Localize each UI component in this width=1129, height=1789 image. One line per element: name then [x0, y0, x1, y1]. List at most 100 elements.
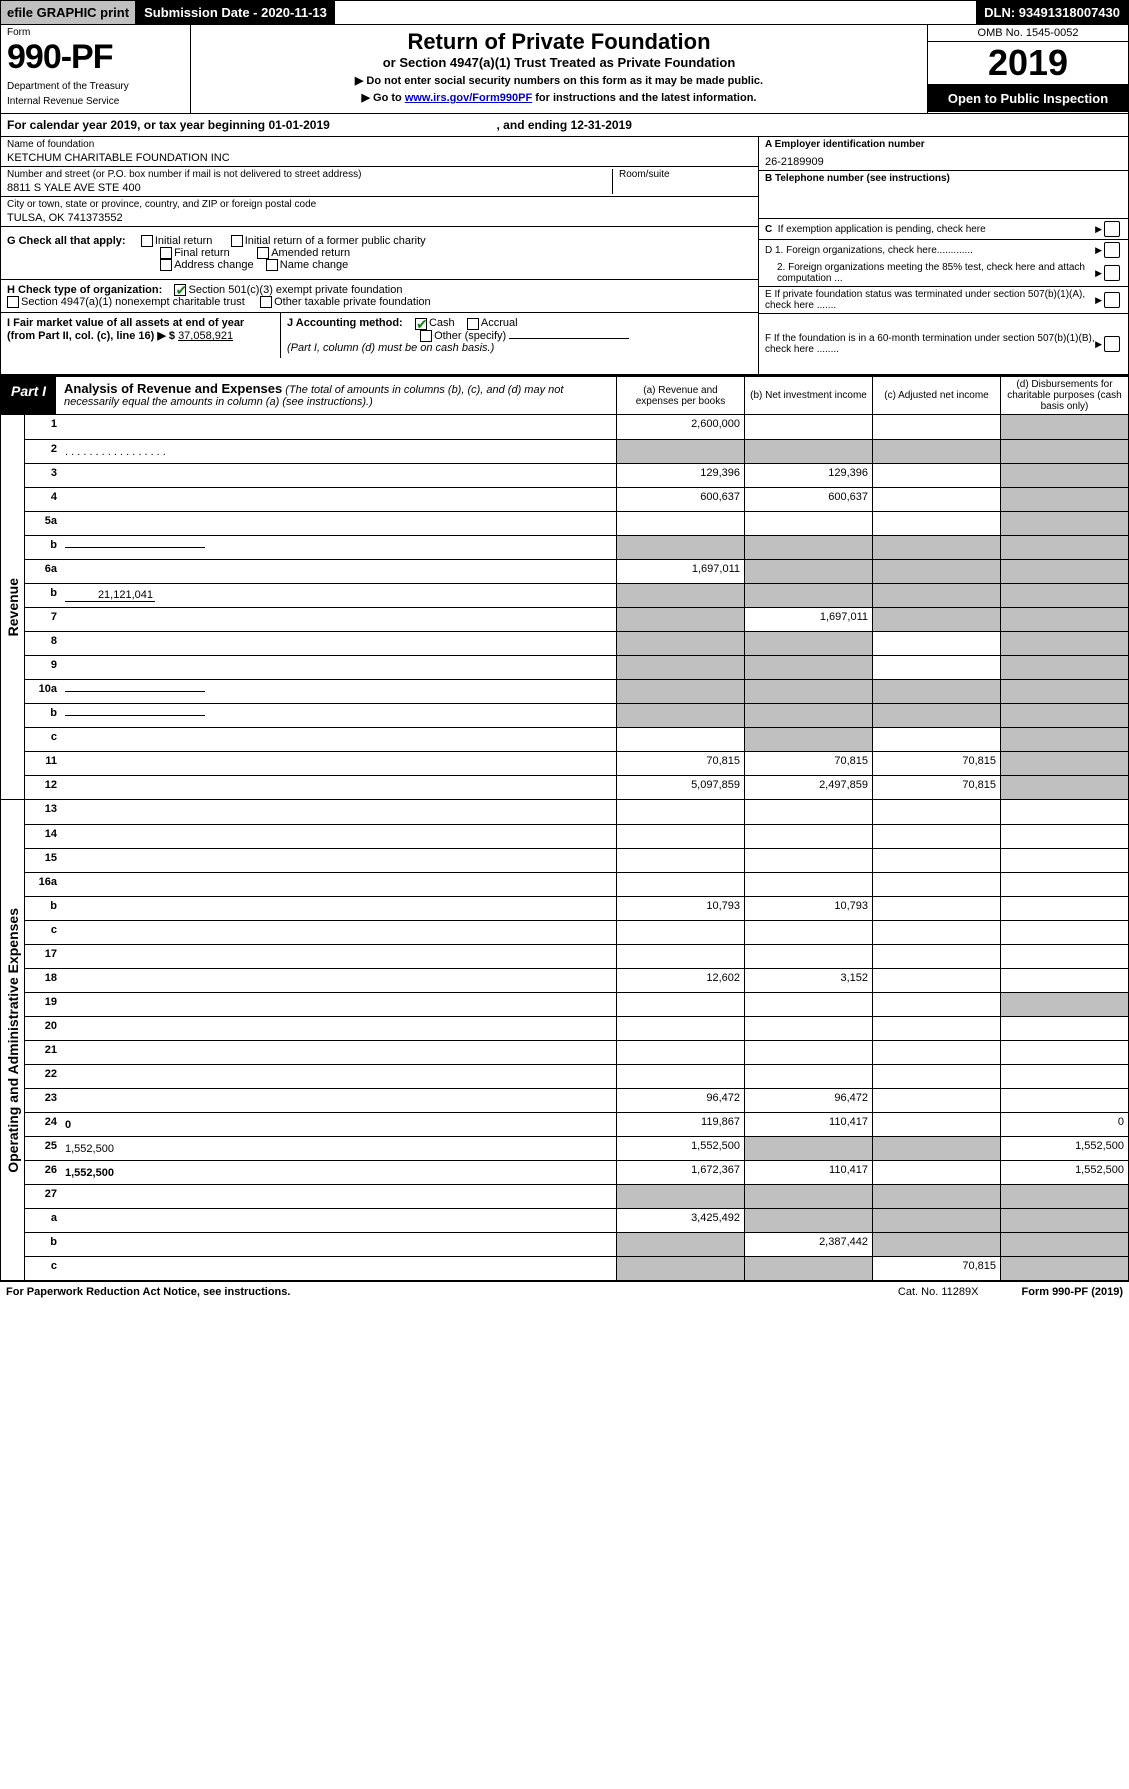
identity-block: Name of foundation KETCHUM CHARITABLE FO…: [0, 137, 1129, 375]
inline-blank[interactable]: [65, 691, 205, 692]
inline-blank[interactable]: [65, 715, 205, 716]
row-desc: [61, 415, 616, 439]
chk-4947[interactable]: [7, 296, 19, 308]
chk-c[interactable]: [1104, 221, 1120, 237]
row-number: 13: [25, 800, 61, 824]
amount-cell: [872, 656, 1000, 679]
other-specify-line[interactable]: [509, 338, 629, 339]
amount-cell: 1,697,011: [744, 608, 872, 631]
amount-cell: [872, 608, 1000, 631]
amount-cell: [616, 873, 744, 896]
chk-initial-former[interactable]: [231, 235, 243, 247]
chk-501c3[interactable]: [174, 284, 186, 296]
phone-cell: B Telephone number (see instructions): [759, 171, 1128, 219]
row-number: 7: [25, 608, 61, 631]
amount-cell: [744, 560, 872, 583]
amount-cell: [872, 1233, 1000, 1256]
table-row: a 3,425,492: [25, 1208, 1128, 1232]
row-number: c: [25, 921, 61, 944]
table-row: 17: [25, 944, 1128, 968]
expenses-label: Operating and Administrative Expenses: [5, 908, 21, 1173]
row-desc: [61, 993, 616, 1016]
amount-cell: [872, 464, 1000, 487]
amount-cell: [616, 1233, 744, 1256]
chk-other-tax[interactable]: [260, 296, 272, 308]
chk-accrual[interactable]: [467, 318, 479, 330]
row-desc: [61, 1209, 616, 1232]
amount-cell: [872, 825, 1000, 848]
table-row: b 21,121,041: [25, 583, 1128, 607]
form-number: 990-PF: [7, 38, 184, 77]
lbl-addr-change: Address change: [174, 259, 254, 271]
row-number: 6a: [25, 560, 61, 583]
amount-cell: [872, 945, 1000, 968]
amount-cell: [1000, 415, 1128, 439]
row-number: 8: [25, 632, 61, 655]
cal-a: For calendar year 2019, or tax year begi…: [7, 118, 330, 132]
inline-blank[interactable]: [65, 547, 205, 548]
chk-name-change[interactable]: [266, 259, 278, 271]
amount-cell: 2,387,442: [744, 1233, 872, 1256]
chk-initial[interactable]: [141, 235, 153, 247]
chk-cash[interactable]: [415, 318, 427, 330]
row-desc: 0: [61, 1113, 616, 1136]
chk-d2[interactable]: [1104, 265, 1120, 281]
amount-cell: [872, 1089, 1000, 1112]
arrow-icon: [1095, 224, 1104, 235]
lbl-initial-former: Initial return of a former public charit…: [245, 235, 426, 247]
row-desc: [61, 897, 616, 920]
row-desc: [61, 1065, 616, 1088]
row-desc: [61, 632, 616, 655]
chk-d1[interactable]: [1104, 242, 1120, 258]
amount-cell: [616, 512, 744, 535]
chk-other-acct[interactable]: [420, 330, 432, 342]
amount-cell: 0: [1000, 1113, 1128, 1136]
amount-cell: [1000, 993, 1128, 1016]
city-value: TULSA, OK 741373552: [7, 212, 752, 224]
chk-f[interactable]: [1104, 336, 1120, 352]
ein-label: A Employer identification number: [765, 139, 925, 150]
amount-cell: [1000, 969, 1128, 992]
arrow-icon: [1095, 245, 1104, 256]
amount-cell: [616, 1065, 744, 1088]
amount-cell: 96,472: [616, 1089, 744, 1112]
i-value: 37,058,921: [178, 330, 233, 342]
g-section: G Check all that apply: Initial return I…: [1, 227, 758, 280]
submission-date: Submission Date - 2020-11-13: [136, 1, 335, 24]
revenue-sidelabel: Revenue: [1, 415, 25, 799]
table-row: 23 96,472 96,472: [25, 1088, 1128, 1112]
omb-number: OMB No. 1545-0052: [928, 25, 1128, 42]
row-desc: [61, 1257, 616, 1280]
chk-e[interactable]: [1104, 292, 1120, 308]
table-row: b: [25, 535, 1128, 559]
amount-cell: 5,097,859: [616, 776, 744, 799]
table-row: 19: [25, 992, 1128, 1016]
row-number: b: [25, 536, 61, 559]
amount-cell: [744, 800, 872, 824]
e-cell: E If private foundation status was termi…: [759, 287, 1128, 314]
row-desc: [61, 488, 616, 511]
row-desc: [61, 825, 616, 848]
amount-cell: [744, 825, 872, 848]
amount-cell: 2,497,859: [744, 776, 872, 799]
c-cell: C If exemption application is pending, c…: [759, 219, 1128, 240]
amount-cell: [744, 873, 872, 896]
chk-amended[interactable]: [257, 247, 269, 259]
dept-treasury: Department of the Treasury: [7, 81, 184, 92]
identity-left: Name of foundation KETCHUM CHARITABLE FO…: [1, 137, 758, 374]
amount-cell: [744, 945, 872, 968]
amount-cell: [872, 800, 1000, 824]
amount-cell: 1,697,011: [616, 560, 744, 583]
page-footer: For Paperwork Reduction Act Notice, see …: [0, 1281, 1129, 1302]
amount-cell: [872, 680, 1000, 703]
table-row: 25 1,552,500 1,552,500 1,552,500: [25, 1136, 1128, 1160]
chk-addr-change[interactable]: [160, 259, 172, 271]
table-row: 5a: [25, 511, 1128, 535]
form-url-link[interactable]: www.irs.gov/Form990PF: [405, 92, 532, 104]
chk-final[interactable]: [160, 247, 172, 259]
row-desc: [61, 728, 616, 751]
header-center: Return of Private Foundation or Section …: [191, 25, 928, 113]
row-desc: [61, 752, 616, 775]
footer-left: For Paperwork Reduction Act Notice, see …: [6, 1286, 290, 1298]
table-row: 14: [25, 824, 1128, 848]
